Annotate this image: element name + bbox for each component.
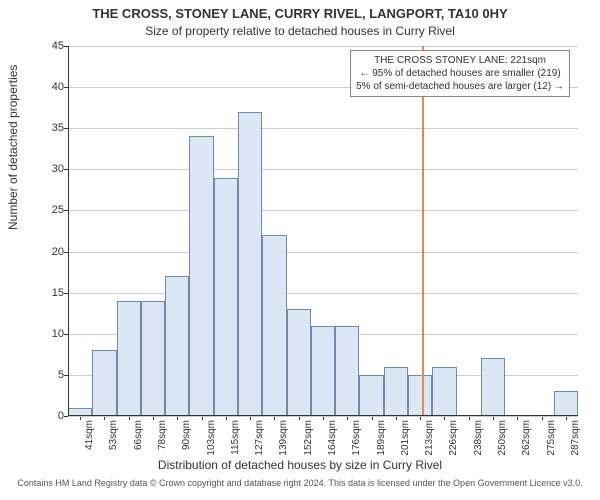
x-tick-label: 90sqm (181, 420, 192, 450)
x-tick-label: 152sqm (303, 420, 314, 456)
x-axis-line (68, 415, 578, 416)
x-tick-label: 250sqm (497, 420, 508, 456)
x-tick-label: 176sqm (351, 420, 362, 456)
histogram-bar (214, 178, 238, 416)
histogram-bar (554, 391, 578, 416)
x-tick-label: 189sqm (376, 420, 387, 456)
grid-line (68, 252, 578, 253)
footer-text: Contains HM Land Registry data © Crown c… (0, 478, 600, 488)
histogram-bar (481, 358, 505, 416)
x-tick-label: 238sqm (473, 420, 484, 456)
x-tick-label: 103sqm (206, 420, 217, 456)
y-tick-label: 40 (34, 81, 64, 93)
y-tick-label: 30 (34, 163, 64, 175)
y-axis-line (68, 46, 69, 416)
annotation-line2: ← 95% of detached houses are smaller (21… (356, 67, 564, 80)
histogram-bar (408, 375, 432, 416)
x-tick-label: 213sqm (424, 420, 435, 456)
chart-title-primary: THE CROSS, STONEY LANE, CURRY RIVEL, LAN… (0, 6, 600, 21)
x-tick-label: 275sqm (546, 420, 557, 456)
plot-area: THE CROSS STONEY LANE: 221sqm ← 95% of d… (68, 46, 578, 416)
x-tick-label: 201sqm (400, 420, 411, 456)
y-tick-label: 15 (34, 287, 64, 299)
y-tick-label: 45 (34, 40, 64, 52)
x-tick-label: 127sqm (254, 420, 265, 456)
y-tick-label: 35 (34, 122, 64, 134)
grid-line (68, 169, 578, 170)
grid-line (68, 128, 578, 129)
annotation-line1: THE CROSS STONEY LANE: 221sqm (356, 54, 564, 67)
histogram-bar (287, 309, 311, 416)
histogram-bar (335, 326, 359, 416)
x-tick-label: 115sqm (230, 420, 241, 455)
annotation-box: THE CROSS STONEY LANE: 221sqm ← 95% of d… (350, 50, 570, 97)
x-tick-label: 139sqm (278, 420, 289, 456)
histogram-bar (432, 367, 456, 416)
x-tick-label: 66sqm (133, 420, 144, 450)
reference-marker (422, 46, 424, 416)
histogram-bar (359, 375, 383, 416)
y-tick-label: 5 (34, 369, 64, 381)
y-tick-label: 0 (34, 410, 64, 422)
x-tick-label: 262sqm (521, 420, 532, 456)
x-tick-label: 41sqm (84, 420, 95, 450)
histogram-bar (189, 136, 213, 416)
y-tick-label: 25 (34, 204, 64, 216)
histogram-bar (384, 367, 408, 416)
histogram-bar (141, 301, 165, 416)
chart-container: THE CROSS, STONEY LANE, CURRY RIVEL, LAN… (0, 0, 600, 500)
chart-title-secondary: Size of property relative to detached ho… (0, 24, 600, 38)
grid-line (68, 46, 578, 47)
x-tick-label: 164sqm (327, 420, 338, 456)
x-tick-label: 78sqm (157, 420, 168, 450)
histogram-bar (238, 112, 262, 416)
x-tick-label: 226sqm (448, 420, 459, 456)
y-axis-label: Number of detached properties (6, 65, 20, 230)
histogram-bar (165, 276, 189, 416)
x-tick-label: 287sqm (570, 420, 581, 456)
annotation-line3: 5% of semi-detached houses are larger (1… (356, 80, 564, 93)
y-tick-label: 10 (34, 328, 64, 340)
grid-line (68, 293, 578, 294)
histogram-bar (262, 235, 286, 416)
grid-line (68, 210, 578, 211)
x-axis-label: Distribution of detached houses by size … (0, 458, 600, 472)
x-tick-label: 53sqm (108, 420, 119, 450)
grid-line (68, 416, 578, 417)
histogram-bar (92, 350, 116, 416)
histogram-bar (117, 301, 141, 416)
histogram-bar (311, 326, 335, 416)
y-tick-label: 20 (34, 246, 64, 258)
